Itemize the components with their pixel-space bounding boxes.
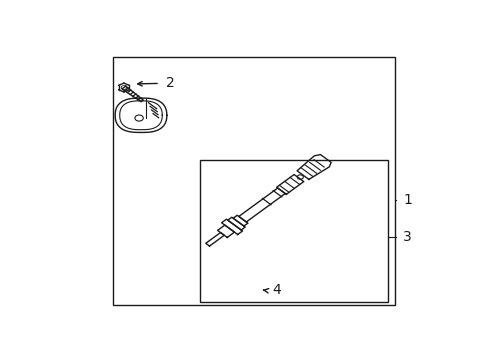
Bar — [200, 159, 388, 302]
Text: 3: 3 — [403, 230, 412, 244]
Bar — [113, 57, 395, 305]
Text: 2: 2 — [166, 76, 174, 90]
Text: 4: 4 — [272, 283, 281, 297]
Text: 1: 1 — [403, 193, 412, 207]
